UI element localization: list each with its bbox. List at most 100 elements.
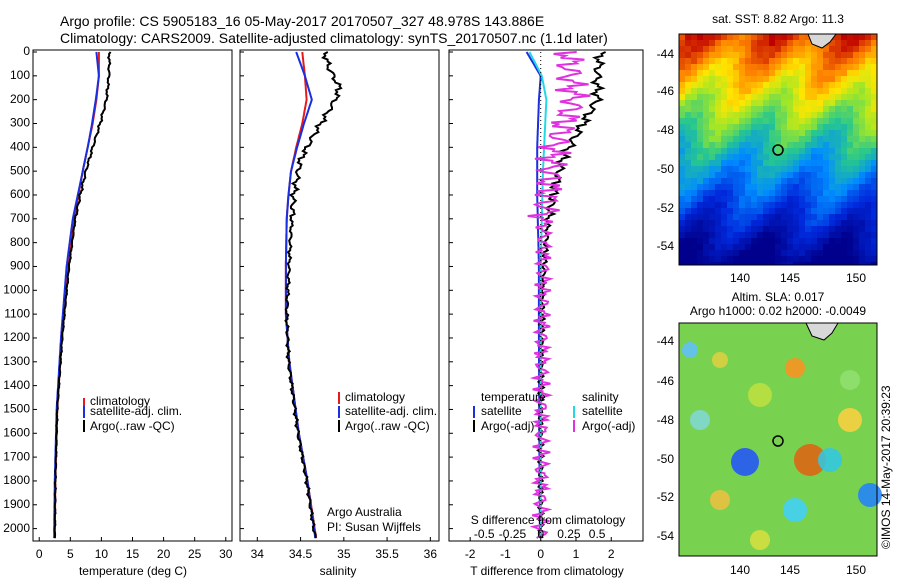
sst-cell — [817, 148, 823, 154]
sst-cell — [751, 208, 757, 214]
sst-cell — [787, 166, 793, 172]
sst-cell — [865, 70, 871, 76]
sst-cell — [685, 256, 691, 262]
sst-cell — [709, 52, 715, 58]
sst-cell — [775, 106, 781, 112]
sst-cell — [709, 118, 715, 124]
sst-cell — [715, 130, 721, 136]
legend-label: satellite-adj. clim. — [90, 404, 182, 418]
sst-cell — [871, 130, 877, 136]
sst-cell — [847, 196, 853, 202]
sst-cell — [859, 232, 865, 238]
sst-cell — [745, 52, 751, 58]
sst-cell — [805, 256, 811, 262]
sst-cell — [787, 46, 793, 52]
sst-cell — [781, 70, 787, 76]
sst-cell — [823, 130, 829, 136]
sst-cell — [691, 64, 697, 70]
sst-cell — [739, 202, 745, 208]
sst-cell — [811, 76, 817, 82]
sst-cell — [829, 196, 835, 202]
sst-cell — [823, 250, 829, 256]
sst-cell — [823, 52, 829, 58]
header-line2: Climatology: CARS2009. Satellite-adjuste… — [60, 30, 608, 46]
sst-cell — [829, 136, 835, 142]
sst-cell — [757, 112, 763, 118]
sst-cell — [793, 52, 799, 58]
sst-cell — [823, 88, 829, 94]
sst-cell — [763, 172, 769, 178]
sst-cell — [751, 184, 757, 190]
sst-cell — [817, 232, 823, 238]
sst-cell — [733, 262, 739, 265]
sst-cell — [721, 166, 727, 172]
sst-cell — [757, 64, 763, 70]
sst-cell — [691, 130, 697, 136]
sst-cell — [787, 52, 793, 58]
sst-cell — [841, 136, 847, 142]
sst-cell — [871, 202, 877, 208]
sst-cell — [805, 130, 811, 136]
sst-cell — [775, 220, 781, 226]
sst-cell — [817, 256, 823, 262]
sst-cell — [859, 70, 865, 76]
sst-cell — [781, 136, 787, 142]
sst-cell — [865, 136, 871, 142]
sst-cell — [715, 52, 721, 58]
sst-cell — [763, 190, 769, 196]
sst-cell — [679, 100, 685, 106]
sst-cell — [817, 196, 823, 202]
sst-cell — [823, 76, 829, 82]
sst-cell — [715, 46, 721, 52]
sst-cell — [757, 208, 763, 214]
sst-cell — [751, 190, 757, 196]
sst-cell — [739, 154, 745, 160]
sst-cell — [793, 172, 799, 178]
sst-cell — [847, 154, 853, 160]
sst-cell — [727, 244, 733, 250]
sst-cell — [733, 142, 739, 148]
sst-cell — [805, 154, 811, 160]
sst-cell — [769, 232, 775, 238]
sst-cell — [715, 88, 721, 94]
sst-cell — [829, 106, 835, 112]
sst-cell — [829, 70, 835, 76]
sst-cell — [757, 232, 763, 238]
sst-cell — [775, 172, 781, 178]
sst-cell — [715, 124, 721, 130]
sst-cell — [733, 88, 739, 94]
sst-cell — [865, 166, 871, 172]
sst-cell — [721, 202, 727, 208]
sst-cell — [763, 58, 769, 64]
sst-cell — [829, 226, 835, 232]
sst-cell — [727, 178, 733, 184]
sst-cell — [757, 172, 763, 178]
sst-cell — [769, 118, 775, 124]
sst-cell — [835, 256, 841, 262]
sst-cell — [841, 94, 847, 100]
sla-anomaly — [748, 383, 772, 407]
sst-cell — [727, 160, 733, 166]
sst-cell — [781, 226, 787, 232]
sst-cell — [703, 58, 709, 64]
sst-cell — [751, 70, 757, 76]
sst-cell — [739, 208, 745, 214]
sst-cell — [823, 64, 829, 70]
sst-cell — [763, 118, 769, 124]
sst-cell — [817, 82, 823, 88]
sst-cell — [871, 250, 877, 256]
sst-cell — [769, 40, 775, 46]
sla-anomaly — [783, 498, 807, 522]
sst-cell — [793, 226, 799, 232]
sst-cell — [685, 184, 691, 190]
credit-line1: Argo Australia — [327, 505, 402, 519]
sst-cell — [691, 208, 697, 214]
sst-cell — [691, 40, 697, 46]
sst-cell — [829, 40, 835, 46]
sst-cell — [805, 214, 811, 220]
sst-cell — [787, 106, 793, 112]
sst-cell — [781, 112, 787, 118]
x-tick-label: -2 — [465, 547, 476, 561]
sst-cell — [679, 130, 685, 136]
sst-cell — [799, 256, 805, 262]
